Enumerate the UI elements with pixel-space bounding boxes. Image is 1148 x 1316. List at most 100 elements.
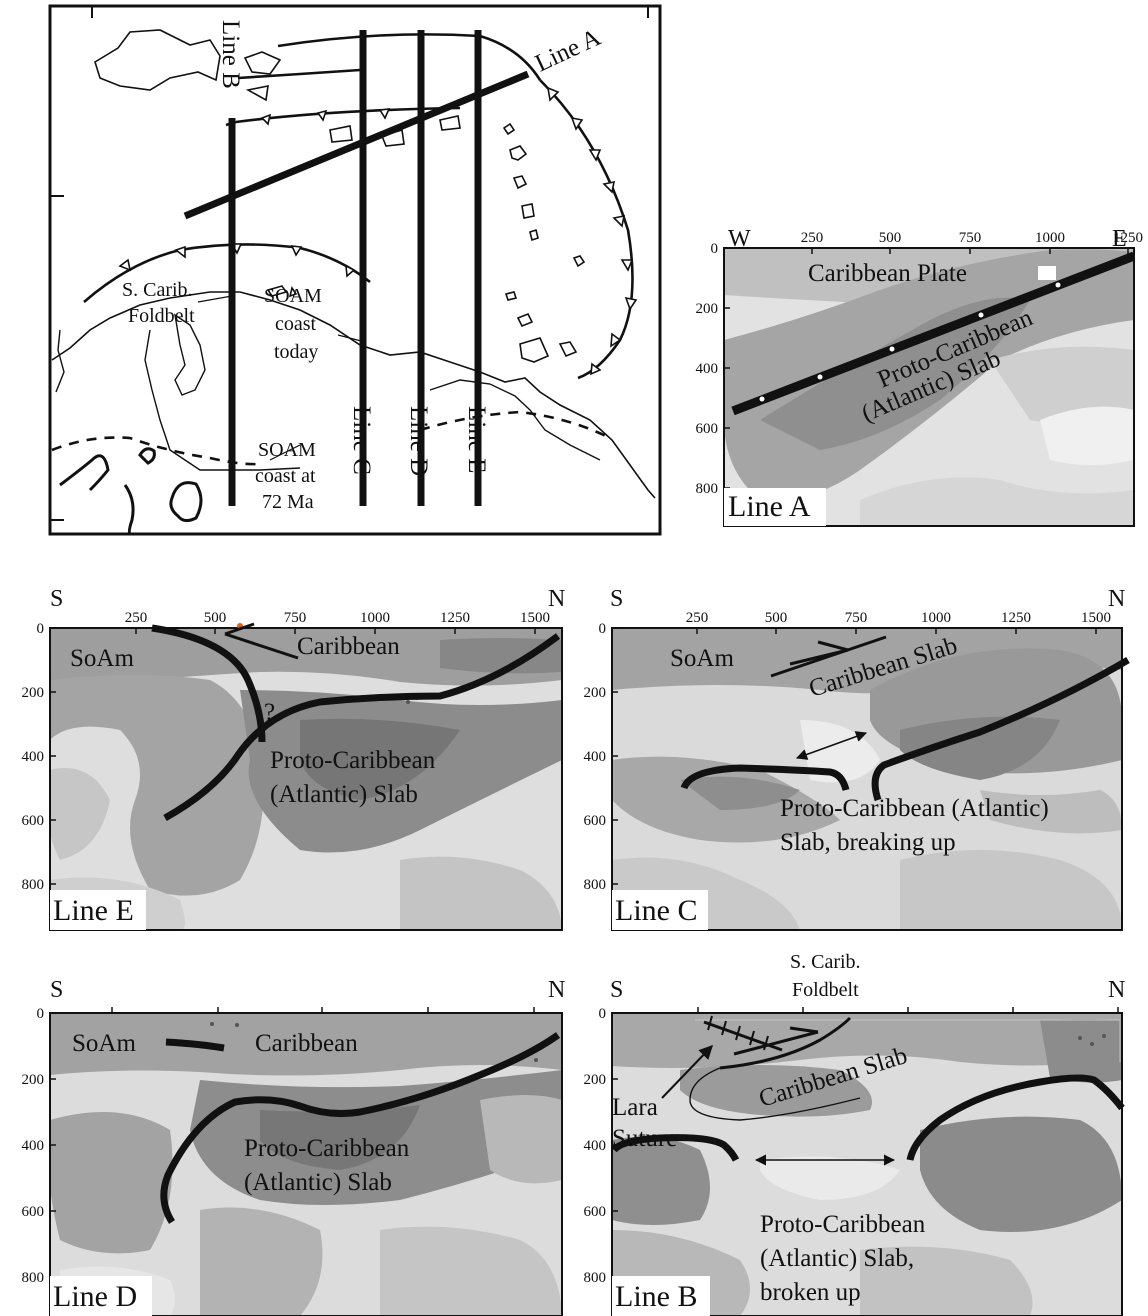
line-d-title: Line D [53,1280,137,1313]
x-tick-label: 1000 [921,610,951,626]
y-tick-label: 800 [584,877,607,893]
x-tick-label: 1000 [360,610,390,626]
map-soam-today-label-2: coast [275,313,317,335]
map-line-d-label: Line D [405,406,432,476]
line-b-south-label: S [610,977,623,1003]
y-tick-label: 600 [584,1204,607,1220]
line-e-question-mark: ? [264,699,275,726]
map-soam-today-label-1: SOAM [264,285,322,307]
y-tick-label: 200 [584,1072,607,1088]
map-foldbelt-label-1: S. Carib. [122,279,193,301]
map-foldbelt-label-2: Foldbelt [128,305,195,327]
y-tick-label: 400 [584,1138,607,1154]
y-tick-label: 600 [696,421,719,437]
y-tick-label: 0 [37,1006,45,1022]
y-tick-label: 400 [22,1138,45,1154]
line-a-plate-label: Caribbean Plate [808,260,967,287]
map-line-b-label: Line B [217,20,244,89]
line-e-slab-label-2: (Atlantic) Slab [270,781,418,808]
y-tick-label: 0 [599,1006,607,1022]
y-tick-label: 200 [584,685,607,701]
y-tick-label: 600 [22,1204,45,1220]
y-tick-label: 0 [37,621,45,637]
soam-coast-today [51,291,656,499]
line-b-foldbelt-label-2: Foldbelt [792,979,859,1001]
line-c-south-label: S [610,586,623,612]
line-b-slab-label-3: broken up [760,1279,861,1306]
y-tick-label: 800 [584,1270,607,1286]
line-c-north-label: N [1108,586,1125,612]
line-e-slab-label-1: Proto-Caribbean [270,747,436,774]
line-b-foldbelt-label-1: S. Carib. [790,951,861,973]
subduction-teeth [118,86,638,376]
x-tick-label: 500 [765,610,788,626]
line-d-slab-label-2: (Atlantic) Slab [244,1169,392,1196]
x-tick-label: 250 [686,610,709,626]
x-tick-label: 1250 [1001,610,1031,626]
line-d-axis-ticks: 0 200 400 600 800 [22,1006,535,1286]
line-d-caribbean-label: Caribbean [255,1030,358,1057]
ancient-islands [59,447,203,536]
line-d-south-label: S [50,977,63,1003]
y-tick-label: 600 [584,813,607,829]
line-b-axis-ticks: 0 200 400 600 800 [584,1006,1119,1286]
map-soam-72ma-label-1: SOAM [258,439,316,461]
lesser-antilles [266,122,586,363]
map-line-e-label: Line E [463,406,490,473]
y-tick-label: 400 [584,749,607,765]
panel-line-e: 250 500 750 1000 1250 1500 0 200 400 600 800 S N S… [22,586,565,931]
y-tick-label: 200 [22,685,45,701]
line-c-soam-label: SoAm [670,645,734,672]
map-soam-72ma-label-3: 72 Ma [262,491,314,513]
y-tick-label: 600 [22,813,45,829]
x-tick-label: 1250 [1113,230,1143,246]
line-a-east-label: E [1112,226,1127,252]
y-tick-label: 800 [22,1270,45,1286]
line-b-slab-label-2: (Atlantic) Slab, [760,1245,914,1272]
panel-line-b: 0 200 400 600 800 S N S. Carib. Foldbelt Lar… [584,951,1125,1316]
line-d-slab-label-1: Proto-Caribbean [244,1135,410,1162]
line-e-north-label: N [548,586,565,612]
panel-line-c: 250 500 750 1000 1250 1500 0 200 400 600 800 S N S… [584,586,1130,931]
line-d-soam-label: SoAm [72,1030,136,1057]
profile-lines [183,30,530,506]
panel-line-a: 250 500 750 1000 1250 0 200 400 600 800 W E Carib… [696,226,1144,527]
x-tick-label: 1500 [520,610,550,626]
x-tick-label: 500 [204,610,227,626]
y-tick-label: 0 [599,621,607,637]
line-c-title: Line C [615,894,698,927]
y-tick-label: 200 [696,301,719,317]
x-tick-label: 750 [845,610,868,626]
x-tick-label: 750 [284,610,307,626]
x-tick-label: 500 [879,230,902,246]
y-tick-label: 400 [22,749,45,765]
line-b-lara-label-1: Lara [612,1094,658,1121]
x-tick-label: 1250 [440,610,470,626]
map-soam-72ma-label-2: coast at [255,465,316,487]
line-d-north-label: N [548,977,565,1003]
line-c-axis-ticks: 250 500 750 1000 1250 1500 0 200 400 600 800 [584,610,1112,893]
y-tick-label: 800 [22,877,45,893]
panel-line-d: 0 200 400 600 800 S N SoAm Caribbean Proto-C… [22,977,565,1316]
line-a-west-label: W [728,226,751,252]
y-tick-label: 200 [22,1072,45,1088]
line-a-title: Line A [728,490,811,523]
x-tick-label: 1000 [1035,230,1065,246]
line-b-north-label: N [1108,977,1125,1003]
map-line-c-label: Line C [348,406,375,475]
line-b-lara-label-2: Suture [612,1125,677,1152]
line-e-south-label: S [50,586,63,612]
location-map: Line B Line C Line D Line E Line A S. Ca… [48,4,662,536]
y-tick-label: 0 [711,241,719,257]
x-tick-label: 750 [959,230,982,246]
line-e-title: Line E [53,894,134,927]
line-a-axis-ticks: 250 500 750 1000 1250 0 200 400 600 800 [696,230,1144,497]
line-b-slab-label-1: Proto-Caribbean [760,1211,926,1238]
line-c-slab-label-2: Slab, breaking up [780,829,956,856]
line-e-soam-label: SoAm [70,645,134,672]
line-e-caribbean-label: Caribbean [297,633,400,660]
map-soam-today-label-3: today [274,341,318,363]
line-c-slab-label-1: Proto-Caribbean (Atlantic) [780,795,1049,822]
y-tick-label: 800 [696,481,719,497]
